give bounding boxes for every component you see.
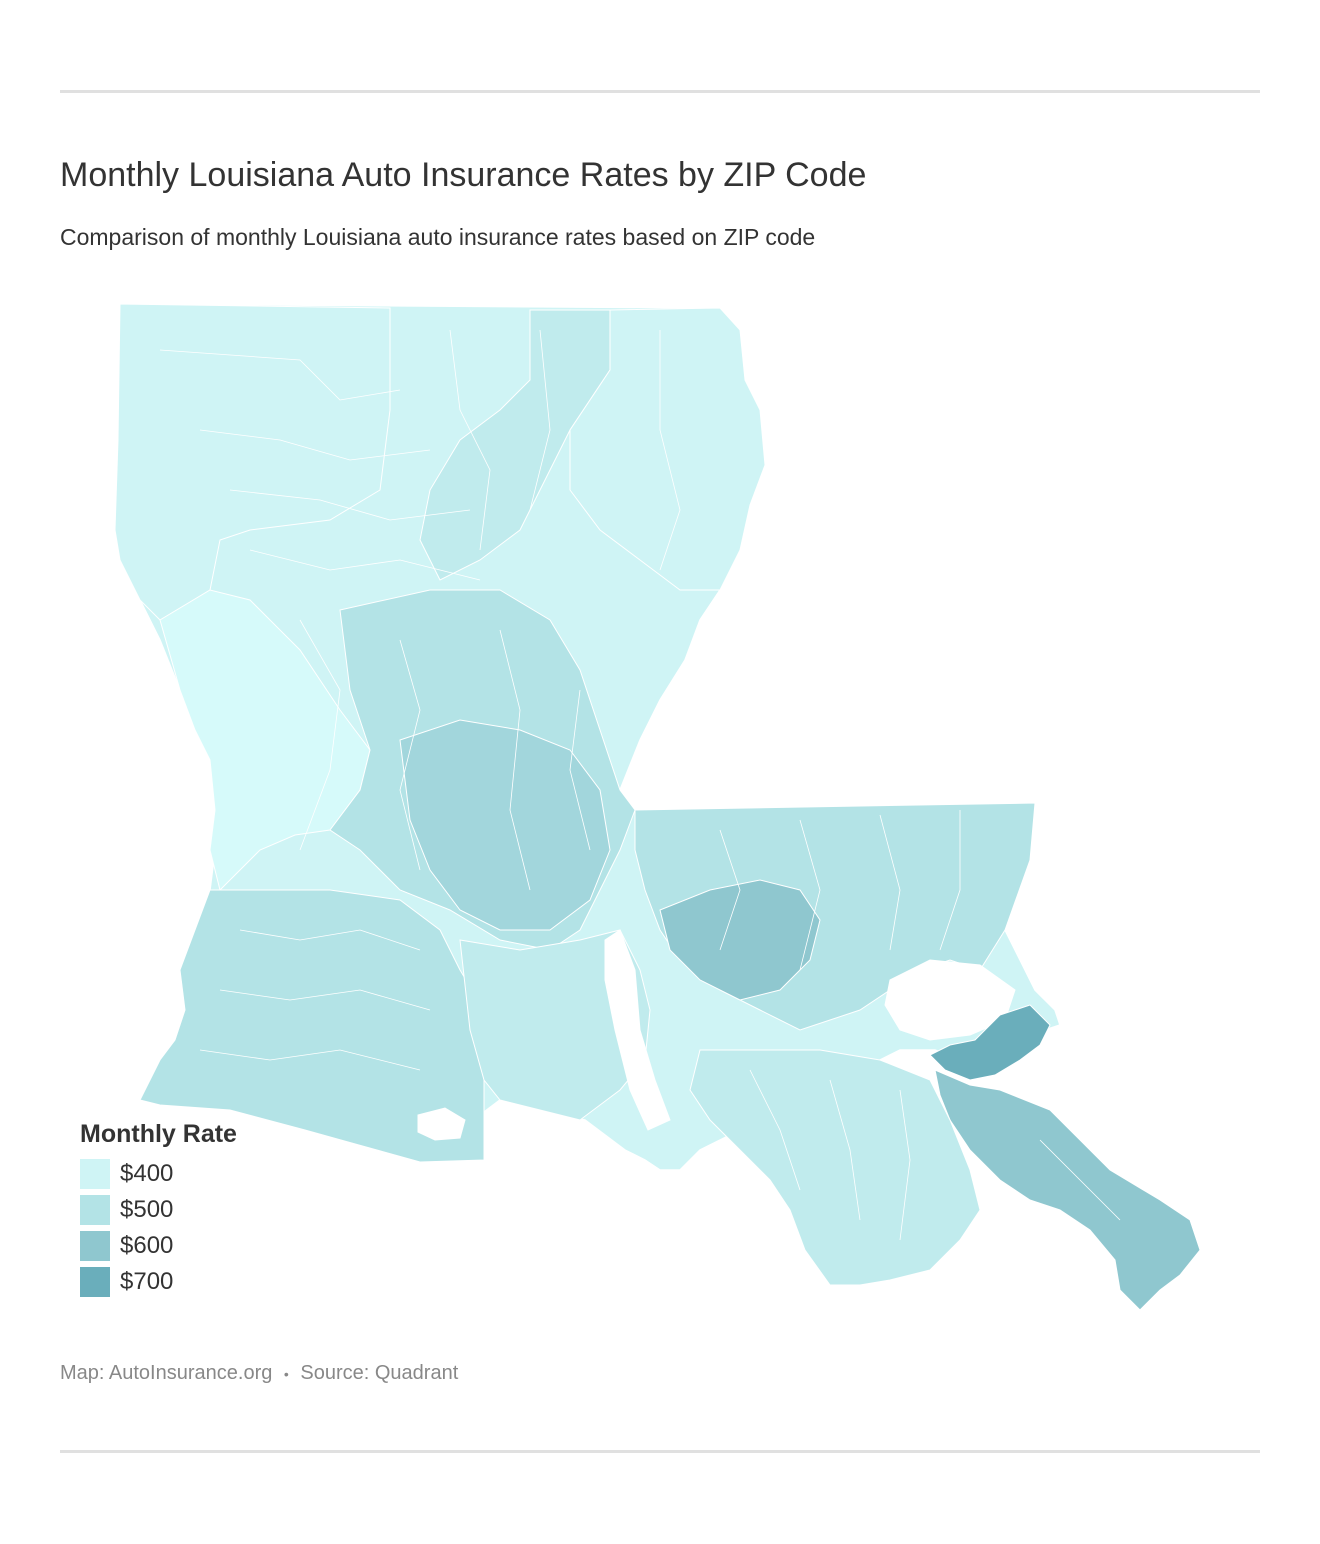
footer-separator: • [283,1365,289,1382]
zone-acadiana[interactable] [399,719,611,931]
legend-label-500: $500 [120,1196,174,1223]
legend-item-600: $600 [80,1228,237,1264]
zone-northeast[interactable] [569,307,766,591]
zone-west-central[interactable] [159,589,371,891]
map-credit: Map: AutoInsurance.org [60,1362,273,1384]
zone-northwest[interactable] [114,303,391,621]
louisiana-map[interactable] [100,290,1220,1340]
legend-swatch-600 [80,1231,110,1261]
zone-new-orleans[interactable] [929,1004,1051,1081]
legend: Monthly Rate $400 $500 $600 $700 [80,1116,237,1300]
legend-swatch-700 [80,1267,110,1297]
legend-label-600: $600 [120,1232,174,1259]
legend-title: Monthly Rate [80,1120,237,1148]
legend-swatch-500 [80,1195,110,1225]
legend-label-700: $700 [120,1268,174,1295]
page-title: Monthly Louisiana Auto Insurance Rates b… [60,156,867,194]
source-credit: Source: Quadrant [300,1362,459,1384]
page-subtitle: Comparison of monthly Louisiana auto ins… [60,224,816,250]
zip-boundaries [159,329,1121,1241]
zone-baton-rouge[interactable] [659,879,821,1001]
legend-item-700: $700 [80,1264,237,1300]
white-lake [417,1107,466,1141]
zone-south-coastal[interactable] [689,1049,981,1286]
atchafalaya-water [604,929,671,1131]
legend-label-400: $400 [120,1160,174,1187]
top-divider [60,90,1260,93]
bottom-divider [60,1450,1260,1453]
legend-swatch-400 [80,1159,110,1189]
zone-southeast-delta[interactable] [934,1069,1201,1311]
map-svg[interactable] [100,290,1220,1340]
legend-item-500: $500 [80,1192,237,1228]
legend-item-400: $400 [80,1156,237,1192]
zone-southwest[interactable] [139,889,485,1163]
footer: Map: AutoInsurance.org • Source: Quadran… [60,1362,458,1385]
